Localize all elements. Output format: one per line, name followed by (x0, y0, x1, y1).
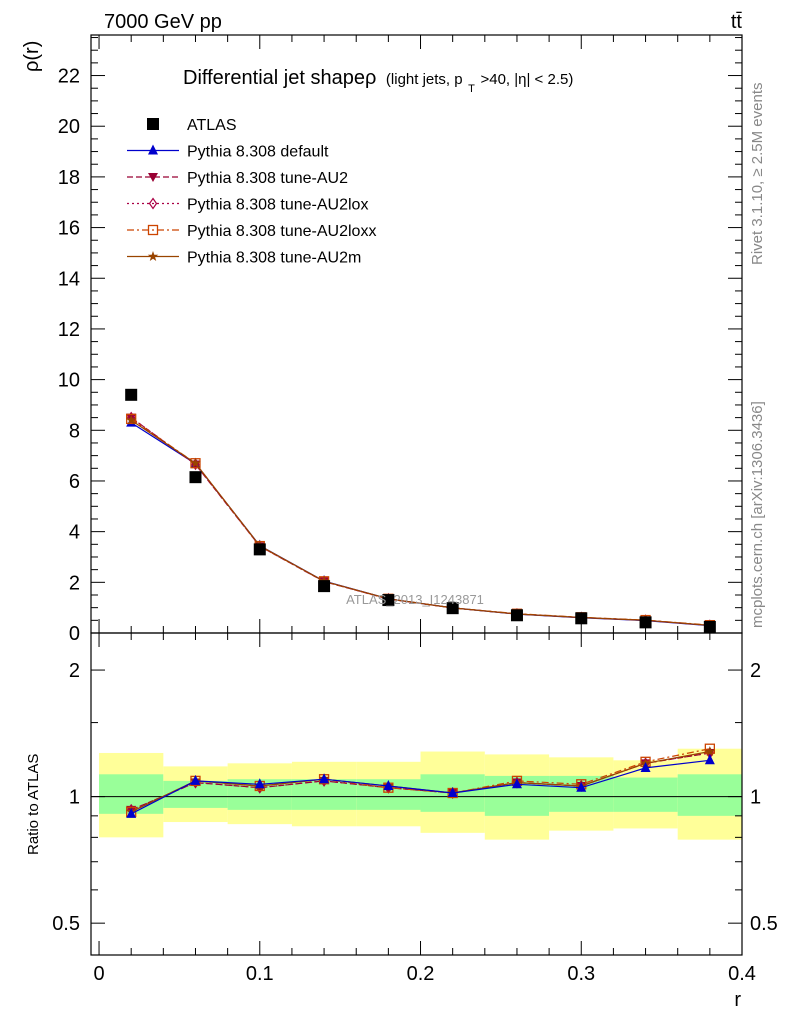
main-data-point (575, 612, 588, 625)
main-series-line (130, 419, 710, 626)
ratio-data-point (126, 807, 137, 818)
main-data-point (125, 414, 137, 425)
chart-title-sub-sub: T (468, 83, 475, 95)
main-y-label: ρ(r) (21, 41, 43, 72)
main-y-tick-label: 14 (58, 268, 80, 290)
ratio-x-axis: 0 0.1 0.2 0.3 0.4 (93, 633, 756, 985)
chart-title-sub-b: >40, |η| < 2.5) (480, 71, 573, 88)
header-left: 7000 GeV pp (104, 11, 222, 33)
x-axis-label: r (734, 989, 741, 1011)
main-data-point (190, 457, 201, 468)
mcplots-label: mcplots.cern.ch [arXiv:1306.3436] (749, 401, 766, 628)
legend-entry: Pythia 8.308 tune-AU2 (127, 170, 348, 187)
main-x-axis (98, 35, 743, 633)
legend-entry: Pythia 8.308 tune-AU2lox (127, 197, 368, 214)
chart-title-main: Differential jet shapeρ (183, 67, 376, 89)
main-data-point (382, 594, 395, 607)
ratio-y-axis: 0.5 0.5 1 1 2 2 (52, 660, 778, 935)
main-y-tick-label: 4 (69, 522, 80, 544)
header-right: tt̄ (731, 11, 743, 33)
ratio-inner-band (613, 777, 678, 812)
main-data-point (446, 602, 459, 615)
ratio-y-tick-label-right: 0.5 (750, 913, 778, 935)
main-curves (125, 388, 716, 633)
main-y-tick-label: 20 (58, 116, 80, 138)
chart-title: Differential jet shapeρ (light jets, p T… (183, 67, 573, 97)
main-y-tick-label: 16 (58, 218, 80, 240)
main-data-point (318, 580, 331, 593)
main-y-tick-label: 18 (58, 167, 80, 189)
ratio-y-tick-label-right: 2 (750, 660, 761, 682)
main-data-point (125, 388, 138, 401)
ratio-data-point (704, 754, 715, 765)
x-tick-label: 0.1 (246, 963, 274, 985)
x-tick-label: 0.2 (407, 963, 435, 985)
legend-label: Pythia 8.308 tune-AU2loxx (187, 223, 376, 240)
legend-label: Pythia 8.308 default (187, 144, 329, 161)
main-y-tick-label: 10 (58, 370, 80, 392)
ratio-plot: 0.5 0.51 12 2 0 0.1 0.2 0.3 0.4 Ratio to ATLAS … (25, 632, 778, 1011)
main-y-tick-label: 8 (69, 420, 80, 442)
main-data-point (253, 543, 266, 556)
ratio-y-tick-label-right: 1 (750, 787, 761, 809)
ratio-bands (99, 748, 742, 840)
ratio-plot-frame (90, 632, 743, 956)
legend-marker (148, 197, 158, 210)
ratio-data-point (190, 774, 201, 785)
legend-entry: Pythia 8.308 tune-AU2m (127, 250, 361, 267)
main-y-axis: 0 2 4 6 8 10 12 14 16 18 20 22 (58, 37, 742, 645)
legend-marker (147, 224, 159, 236)
main-y-tick-label: 12 (58, 319, 80, 341)
legend: ATLAS Pythia 8.308 default Pythia 8.308 tu… (127, 117, 376, 267)
ratio-data-point (576, 781, 587, 792)
legend-label: ATLAS (187, 117, 237, 134)
main-data-point (189, 471, 202, 484)
legend-marker (147, 118, 159, 130)
main-data-point (639, 616, 652, 629)
ratio-series-line (130, 759, 710, 815)
legend-marker (148, 144, 158, 155)
legend-entry: Pythia 8.308 default (127, 144, 329, 161)
ratio-data-point (319, 773, 330, 784)
ratio-series-0 (126, 754, 715, 818)
watermark: ATLAS_2013_I1243871 (346, 592, 484, 607)
ratio-y-label: Ratio to ATLAS (25, 754, 42, 855)
rivet-label: Rivet 3.1.10, ≥ 2.5M events (749, 83, 766, 266)
ratio-inner-band (677, 774, 742, 816)
ratio-y-tick-label: 1 (69, 787, 80, 809)
main-y-tick-label: 2 (69, 572, 80, 594)
main-y-tick-label: 0 (69, 623, 80, 645)
chart-title-sub-a: (light jets, p (386, 71, 463, 88)
x-tick-label: 0 (93, 963, 104, 985)
legend-entry: Pythia 8.308 tune-AU2loxx (127, 223, 376, 240)
legend-label: Pythia 8.308 tune-AU2m (187, 250, 361, 267)
legend-label: Pythia 8.308 tune-AU2lox (187, 197, 368, 214)
ratio-data-point (254, 778, 265, 789)
ratio-data-point (704, 746, 716, 756)
ratio-data-point (383, 779, 394, 790)
ratio-data-point (640, 761, 651, 772)
legend-entry: ATLAS (147, 117, 237, 134)
main-y-tick-label: 22 (58, 66, 80, 88)
legend-label: Pythia 8.308 tune-AU2 (187, 170, 348, 187)
ratio-data-point (511, 778, 522, 789)
legend-marker (147, 251, 159, 261)
ratio-y-tick-label: 2 (69, 660, 80, 682)
main-plot: ATLAS_2013_I1243871 0246810121416182022 … (21, 34, 743, 645)
ratio-curves (125, 743, 716, 818)
x-tick-label: 0.4 (728, 963, 756, 985)
ratio-y-tick-label: 0.5 (52, 913, 80, 935)
ratio-data-point (447, 786, 458, 797)
x-tick-label: 0.3 (567, 963, 595, 985)
main-data-point (510, 609, 523, 622)
main-y-tick-label: 6 (69, 471, 80, 493)
main-data-point (126, 411, 136, 424)
legend-marker (148, 173, 158, 182)
